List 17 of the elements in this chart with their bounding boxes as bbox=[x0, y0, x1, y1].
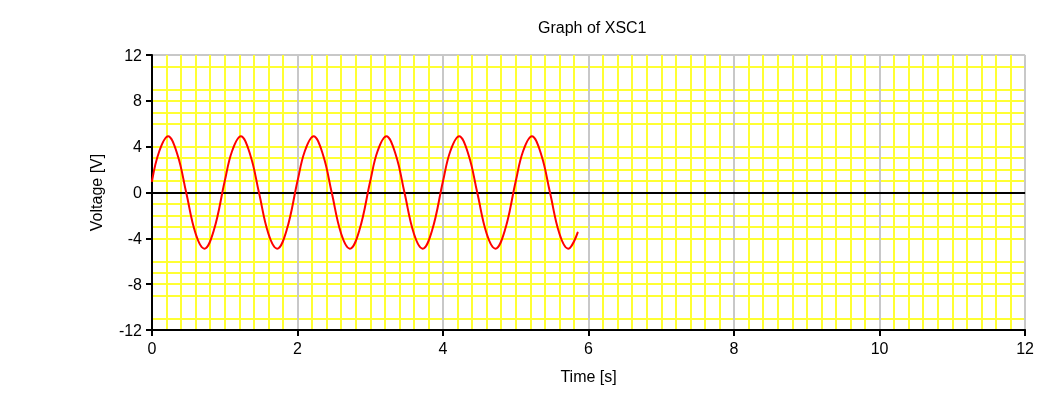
x-tick-label: 8 bbox=[729, 339, 739, 357]
x-tick-label: 6 bbox=[584, 339, 594, 357]
x-axis-title: Time [s] bbox=[560, 367, 617, 385]
y-tick-label: 12 bbox=[124, 46, 143, 64]
x-tick-label: 12 bbox=[1016, 339, 1035, 357]
x-tick-label: 10 bbox=[870, 339, 889, 357]
chart-title: Graph of XSC1 bbox=[538, 18, 647, 36]
x-tick-label: 2 bbox=[293, 339, 303, 357]
y-tick-label: -12 bbox=[118, 321, 143, 339]
y-tick-label: 0 bbox=[133, 184, 143, 201]
y-tick-label: -8 bbox=[127, 275, 143, 293]
y-tick-label: 8 bbox=[133, 92, 143, 110]
y-tick-label: -4 bbox=[127, 229, 143, 247]
y-axis-title: Voltage [V] bbox=[87, 153, 105, 232]
x-tick-label: 4 bbox=[438, 339, 448, 357]
y-tick-label: 4 bbox=[133, 138, 143, 156]
x-tick-label: 0 bbox=[147, 339, 157, 357]
